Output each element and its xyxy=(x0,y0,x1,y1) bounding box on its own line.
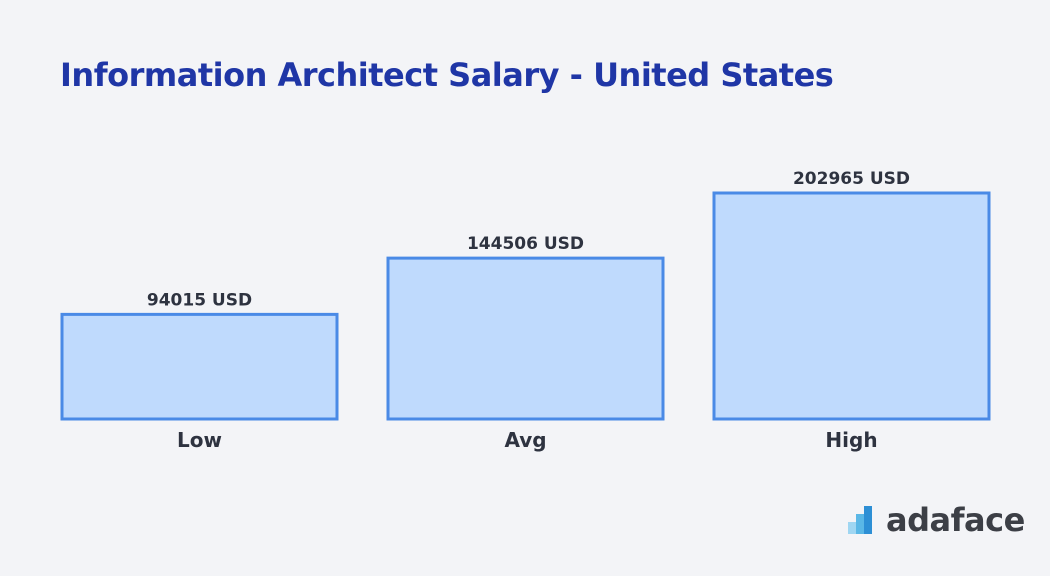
category-label-avg: Avg xyxy=(504,428,546,452)
category-label-high: High xyxy=(825,428,877,452)
brand-logo: adaface xyxy=(848,504,1025,536)
bar-high xyxy=(712,191,991,421)
bar-low xyxy=(60,312,339,421)
adaface-logo-icon xyxy=(848,506,872,534)
brand-name: adaface xyxy=(886,501,1025,539)
chart-title: Information Architect Salary - United St… xyxy=(60,56,834,94)
category-label-low: Low xyxy=(177,428,222,452)
value-label-avg: 144506 USD xyxy=(467,234,584,254)
bars-group: 94015 USD Low 144506 USD Avg 202965 USD High xyxy=(60,169,991,452)
value-label-high: 202965 USD xyxy=(793,169,910,189)
value-label-low: 94015 USD xyxy=(147,290,252,310)
bar-avg xyxy=(386,256,665,421)
